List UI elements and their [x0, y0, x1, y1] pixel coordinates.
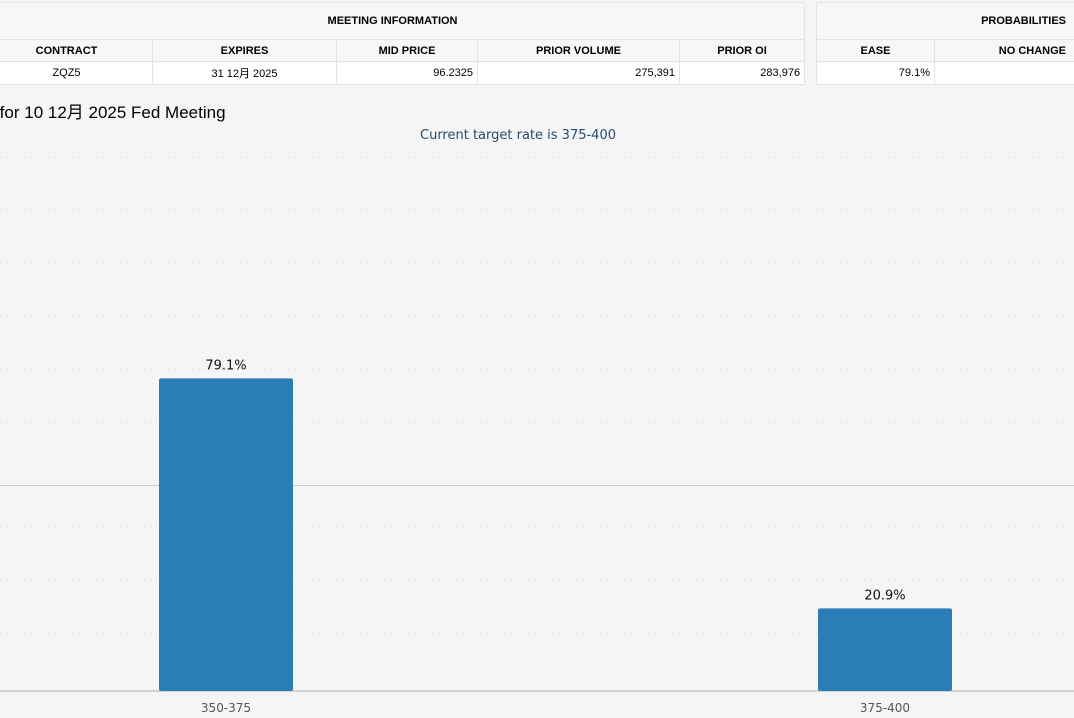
bar-350-375[interactable] [159, 378, 293, 691]
ease-cell: 79.1% [816, 61, 935, 85]
x-tick-label-350-375: 350-375 [201, 701, 251, 715]
table-row: ZQZ5 31 12月 2025 96.2325 275,391 283,976 [0, 61, 806, 85]
chart-subtitle: Current target rate is 375-400 [420, 128, 616, 143]
prior-oi-cell: 283,976 [678, 61, 806, 85]
probabilities-table: PROBABILITIES EASE NO CHANGE 79.1% [815, 2, 1074, 85]
prior-oi-column-header[interactable]: PRIOR OI [678, 39, 806, 62]
meeting-information-header: MEETING INFORMATION [0, 2, 806, 40]
chart-x-axis-labels: 350-375 375-400 [201, 701, 910, 715]
chart-bars [159, 378, 952, 691]
chart-title: es for 10 12月 2025 Fed Meeting [0, 103, 226, 122]
probabilities-header: PROBABILITIES [815, 2, 1074, 40]
no-change-cell [933, 61, 1074, 85]
prior-volume-column-header[interactable]: PRIOR VOLUME [477, 39, 680, 62]
expires-cell: 31 12月 2025 [152, 61, 337, 85]
bar-375-400[interactable] [818, 608, 952, 691]
prior-volume-cell: 275,391 [477, 61, 680, 85]
no-change-column-header[interactable]: NO CHANGE [933, 39, 1074, 62]
probability-bar-chart: Current target rate is 375-400 79.1% 20.9… [0, 128, 1074, 715]
table-row: 79.1% [816, 61, 1074, 85]
contract-column-header[interactable]: CONTRACT [0, 39, 153, 62]
ease-column-header[interactable]: EASE [816, 39, 935, 62]
mid-price-cell: 96.2325 [336, 61, 478, 85]
data-label-375-400: 20.9% [864, 588, 905, 603]
data-label-350-375: 79.1% [205, 358, 246, 373]
x-tick-label-375-400: 375-400 [860, 701, 910, 715]
expires-column-header[interactable]: EXPIRES [152, 39, 337, 62]
contract-cell: ZQZ5 [0, 61, 153, 85]
meeting-information-table: MEETING INFORMATION CONTRACT EXPIRES MID… [0, 2, 806, 85]
chart-data-labels: 79.1% 20.9% [205, 358, 905, 603]
mid-price-column-header[interactable]: MID PRICE [336, 39, 478, 62]
